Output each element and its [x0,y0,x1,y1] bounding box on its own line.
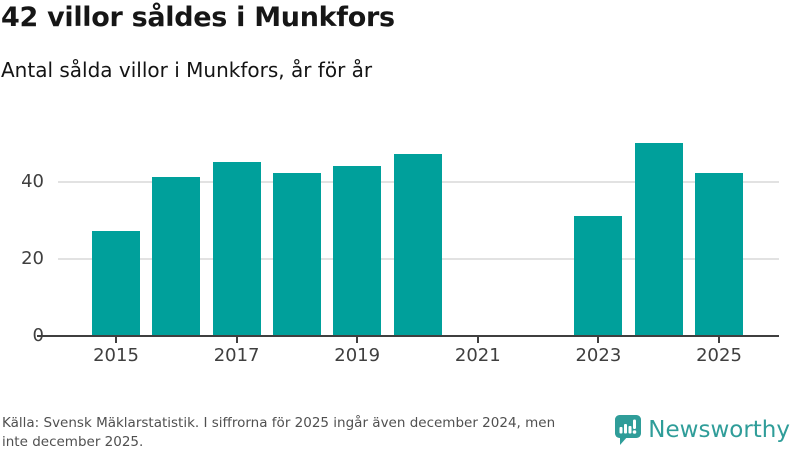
x-tick-mark [476,337,479,343]
x-tick-label: 2017 [213,345,260,366]
bar-2023[interactable] [574,215,623,335]
source-note-line1: Källa: Svensk Mäklarstatistik. I siffror… [2,415,556,431]
x-tick-mark [718,337,720,343]
x-tick-mark [115,337,117,343]
x-axis-line [37,335,779,337]
source-note-line2: inte december 2025. [2,433,144,450]
x-tick-label: 2019 [334,345,381,366]
bar-2024[interactable] [634,142,683,335]
bar-2020[interactable] [393,154,442,335]
x-tick-mark [235,337,238,343]
bar-2016[interactable] [152,177,201,335]
newsworthy-icon [615,415,642,445]
bar-chart: 02040201520172019202120232025 [21,142,779,366]
bar-2019[interactable] [333,165,382,335]
x-tick-mark [597,337,600,343]
bar-2018[interactable] [272,173,321,335]
y-tick-label: 40 [21,171,44,192]
x-tick-mark [356,337,359,343]
bar-2017[interactable] [212,161,261,335]
x-tick-label: 2023 [575,345,622,366]
x-tick-label: 2021 [454,345,501,366]
footer: Källa: Svensk Mäklarstatistik. I siffror… [0,410,800,450]
bar-2025[interactable] [695,173,743,335]
chart-subtitle: Antal sålda villor i Munkfors, år för år [1,58,373,82]
newsworthy-logo[interactable]: Newsworthy [615,414,790,446]
chart-title: 42 villor såldes i Munkfors [1,2,395,33]
x-tick-label: 2015 [93,345,139,366]
y-tick-label: 20 [21,248,44,269]
bar-2015[interactable] [92,231,140,335]
source-note: Källa: Svensk Mäklarstatistik. I siffror… [2,414,555,450]
x-tick-label: 2025 [696,345,742,366]
newsworthy-wordmark: Newsworthy [648,417,790,443]
